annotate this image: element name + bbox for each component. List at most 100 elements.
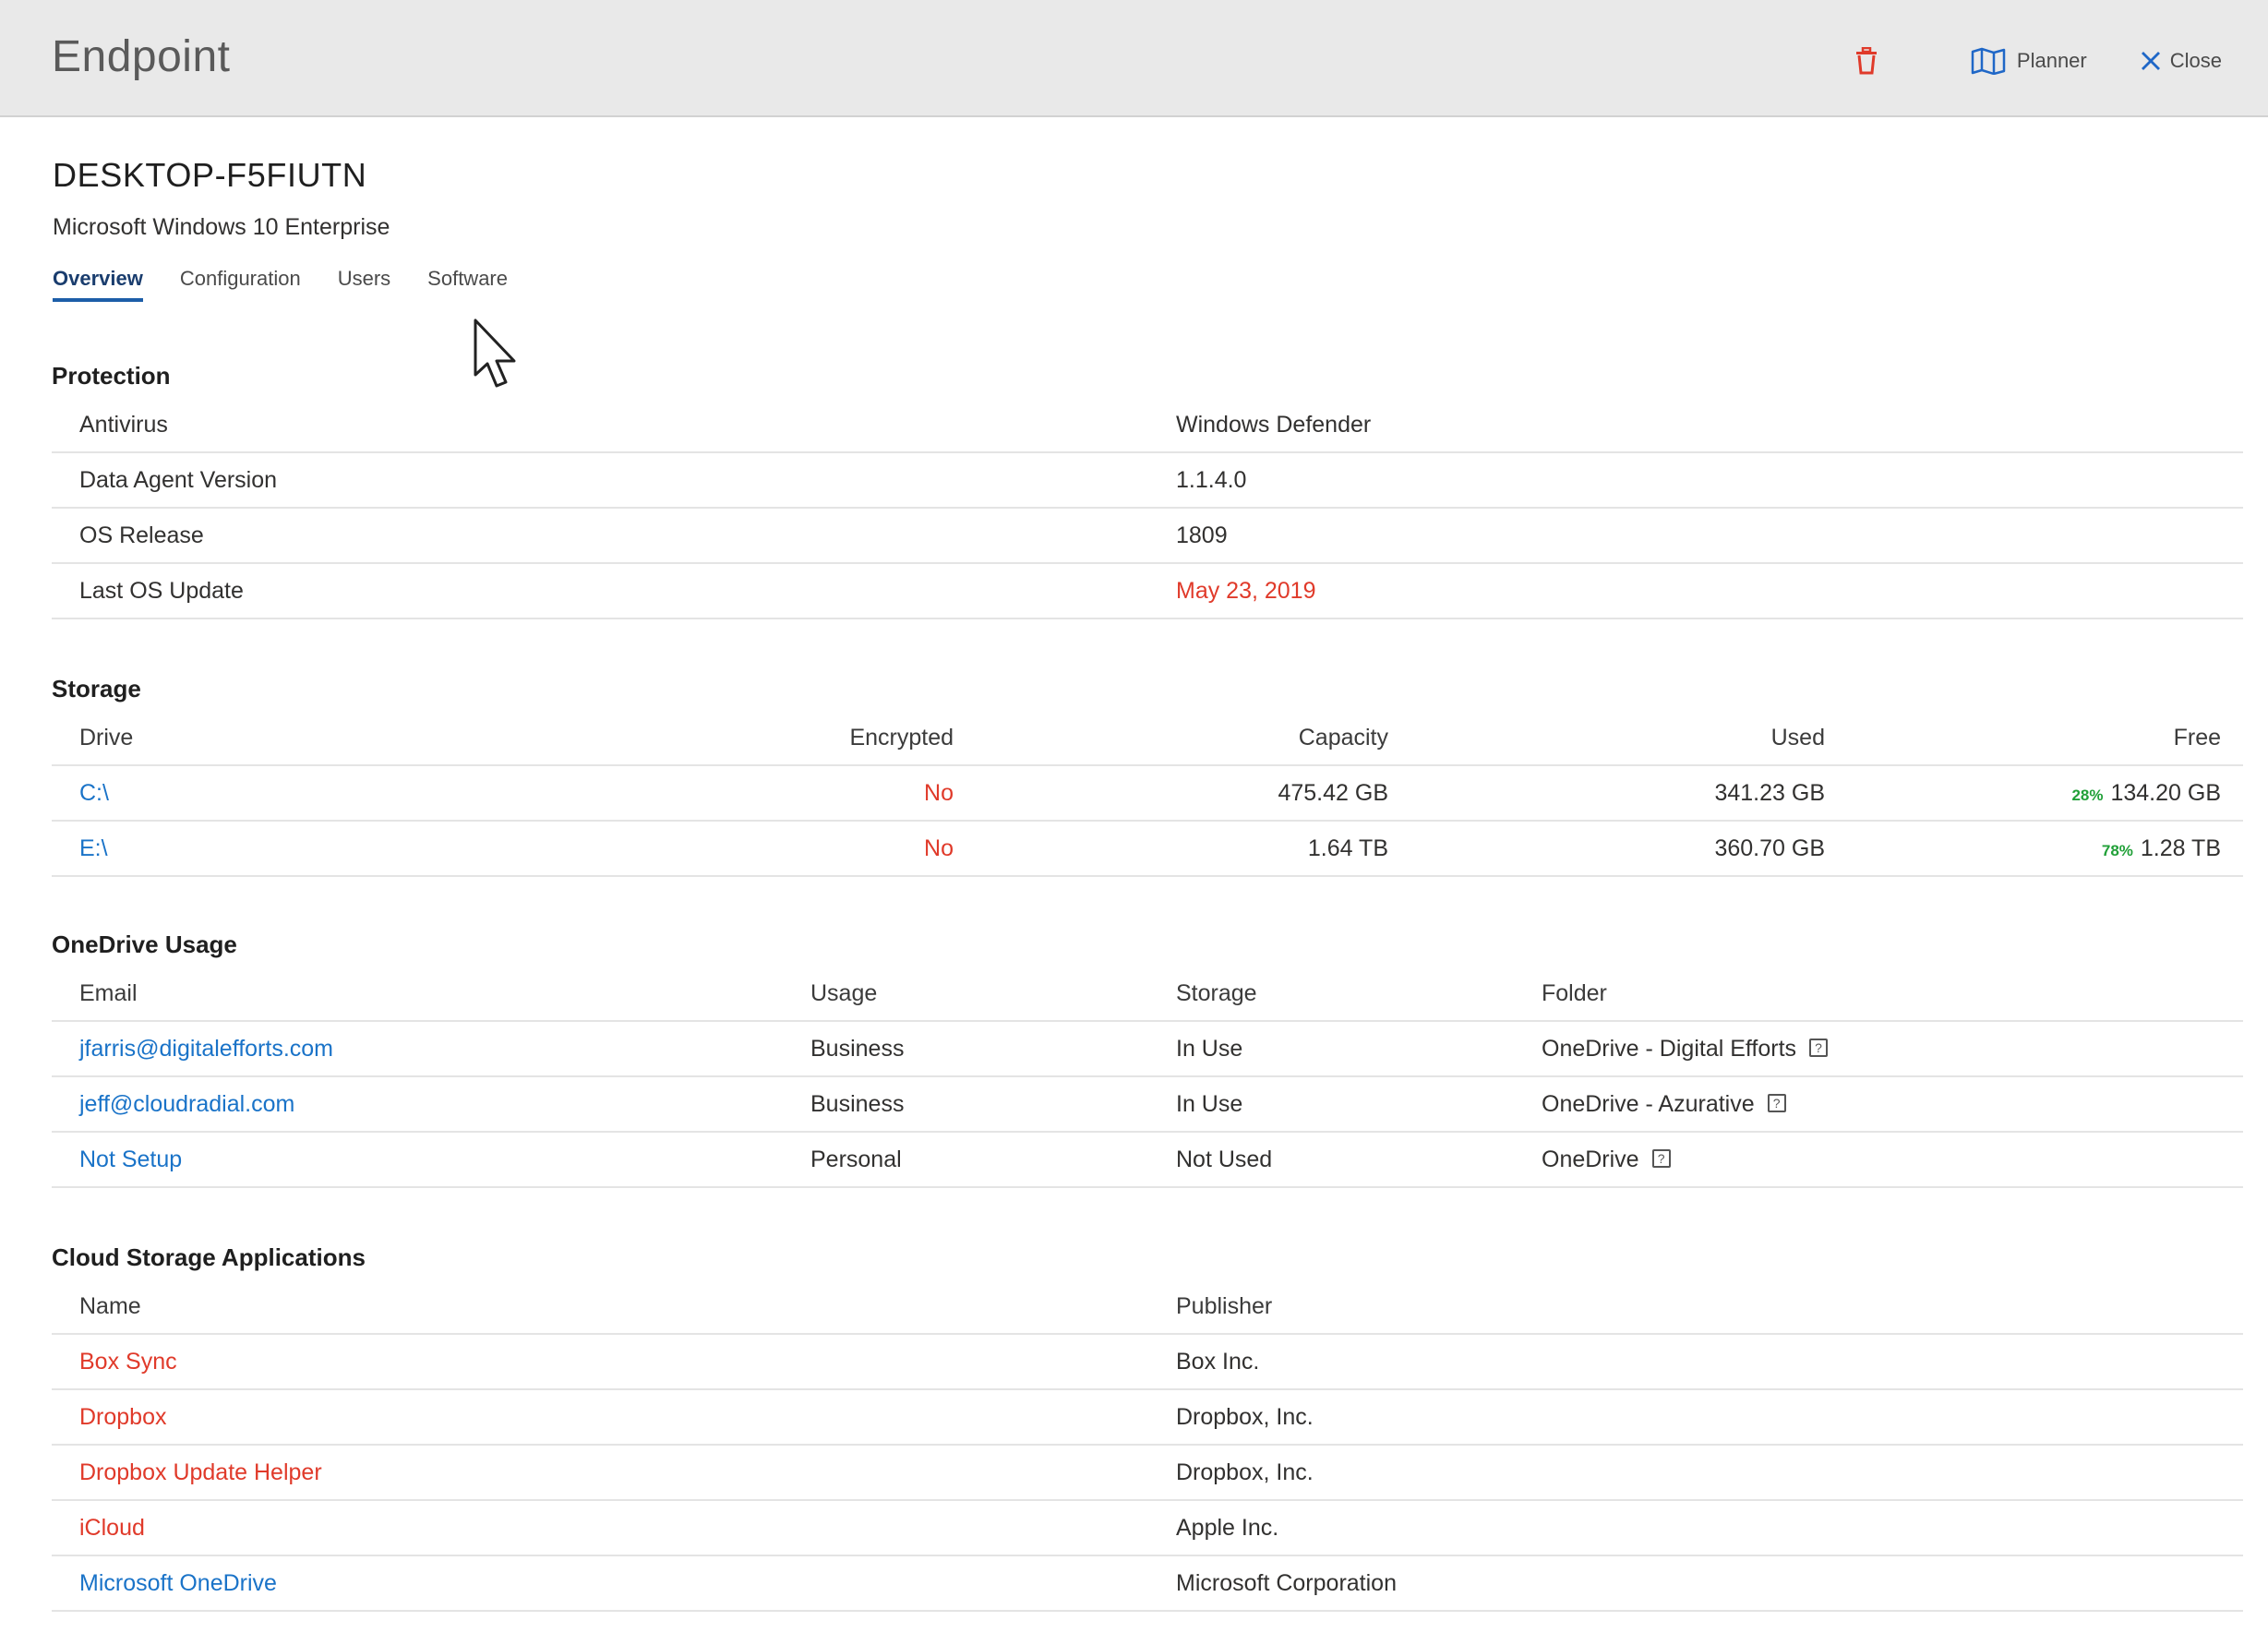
- planner-label: Planner: [2016, 49, 2087, 72]
- col-usage: Usage: [810, 980, 878, 1006]
- onedrive-title: OneDrive Usage: [52, 931, 237, 958]
- storage-section: Storage Drive Encrypted Capacity Used Fr…: [52, 666, 2243, 877]
- email-link[interactable]: jeff@cloudradial.com: [79, 1091, 295, 1117]
- used-value: 341.23 GB: [1714, 780, 1825, 806]
- cloud-apps-section: Cloud Storage Applications Name Publishe…: [52, 1235, 2243, 1612]
- col-publisher: Publisher: [1176, 1293, 1273, 1319]
- row-value: 1.1.4.0: [1176, 467, 1247, 493]
- publisher-value: Dropbox, Inc.: [1176, 1459, 1314, 1485]
- usage-value: Business: [810, 1091, 905, 1117]
- col-name: Name: [79, 1293, 141, 1319]
- free-value: 78% 1.28 TB: [2102, 822, 2221, 875]
- planner-button[interactable]: Planner: [1971, 47, 2087, 75]
- folder-name: OneDrive: [1542, 1147, 1639, 1172]
- col-capacity: Capacity: [1298, 725, 1388, 750]
- free-amount: 134.20 GB: [2110, 780, 2221, 806]
- encrypted-value: No: [924, 835, 954, 861]
- close-button[interactable]: Close: [2141, 49, 2222, 73]
- storage-value: Not Used: [1176, 1147, 1273, 1172]
- last-update-value: May 23, 2019: [1176, 578, 1316, 604]
- cloud-app-row: Dropbox Dropbox, Inc.: [52, 1390, 2243, 1446]
- col-used: Used: [1770, 725, 1825, 750]
- panel-title: Endpoint: [52, 32, 231, 81]
- trash-icon: [1855, 47, 1877, 75]
- row-value: Windows Defender: [1176, 412, 1372, 438]
- delete-button[interactable]: [1854, 47, 1878, 75]
- app-name-link[interactable]: Dropbox Update Helper: [79, 1459, 322, 1485]
- tab-users[interactable]: Users: [337, 267, 391, 290]
- capacity-value: 475.42 GB: [1278, 780, 1388, 806]
- col-storage: Storage: [1176, 980, 1257, 1006]
- cloud-apps-title: Cloud Storage Applications: [52, 1243, 366, 1271]
- cloud-app-row: Microsoft OneDrive Microsoft Corporation: [52, 1556, 2243, 1612]
- device-name: DESKTOP-F5FIUTN: [53, 156, 367, 194]
- publisher-value: Apple Inc.: [1176, 1515, 1279, 1541]
- row-label: Last OS Update: [79, 578, 244, 604]
- encrypted-value: No: [924, 780, 954, 806]
- cloud-app-row: Box Sync Box Inc.: [52, 1335, 2243, 1390]
- free-value: 28% 134.20 GB: [2071, 766, 2221, 820]
- storage-value: In Use: [1176, 1091, 1243, 1117]
- col-email: Email: [79, 980, 138, 1006]
- help-icon[interactable]: ?: [1809, 1039, 1829, 1058]
- row-label: OS Release: [79, 522, 204, 548]
- drive-link[interactable]: E:\: [79, 835, 108, 861]
- email-link[interactable]: jfarris@digitalefforts.com: [79, 1036, 333, 1062]
- usage-value: Personal: [810, 1147, 902, 1172]
- publisher-value: Box Inc.: [1176, 1349, 1260, 1375]
- row-label: Antivirus: [79, 412, 168, 438]
- onedrive-header-row: Email Usage Storage Folder: [52, 967, 2243, 1022]
- folder-value: OneDrive - Digital Efforts?: [1542, 1022, 1829, 1075]
- close-icon: [2141, 52, 2160, 70]
- tab-overview[interactable]: Overview: [53, 267, 143, 302]
- used-value: 360.70 GB: [1714, 835, 1825, 861]
- protection-row-last-update: Last OS Update May 23, 2019: [52, 564, 2243, 619]
- folder-value: OneDrive?: [1542, 1133, 1671, 1186]
- header-actions: Planner Close: [1854, 41, 2222, 81]
- map-icon: [1971, 47, 2006, 75]
- onedrive-row: jeff@cloudradial.com Business In Use One…: [52, 1077, 2243, 1133]
- row-value: 1809: [1176, 522, 1228, 548]
- free-percent: 28%: [2071, 786, 2104, 804]
- email-link[interactable]: Not Setup: [79, 1147, 183, 1172]
- protection-row-agent-version: Data Agent Version 1.1.4.0: [52, 453, 2243, 509]
- app-name-link[interactable]: Microsoft OneDrive: [79, 1570, 277, 1596]
- help-icon[interactable]: ?: [1767, 1094, 1786, 1113]
- publisher-value: Microsoft Corporation: [1176, 1570, 1397, 1596]
- app-name-link[interactable]: Box Sync: [79, 1349, 177, 1375]
- device-os: Microsoft Windows 10 Enterprise: [53, 214, 390, 240]
- onedrive-section: OneDrive Usage Email Usage Storage Folde…: [52, 922, 2243, 1188]
- tab-software[interactable]: Software: [427, 267, 508, 290]
- capacity-value: 1.64 TB: [1307, 835, 1388, 861]
- publisher-value: Dropbox, Inc.: [1176, 1404, 1314, 1430]
- mouse-pointer-icon: [474, 318, 516, 388]
- cloud-apps-header-row: Name Publisher: [52, 1279, 2243, 1335]
- tab-bar: Overview Configuration Users Software: [53, 267, 545, 302]
- storage-row-e: E:\ No 1.64 TB 360.70 GB 78% 1.28 TB: [52, 822, 2243, 877]
- drive-link[interactable]: C:\: [79, 780, 109, 806]
- cloud-app-row: Dropbox Update Helper Dropbox, Inc.: [52, 1446, 2243, 1501]
- panel-header: Endpoint Planner Close: [0, 0, 2268, 117]
- col-free: Free: [2173, 725, 2221, 750]
- close-label: Close: [2169, 49, 2222, 72]
- protection-section: Protection Antivirus Windows Defender Da…: [52, 354, 2243, 619]
- col-drive: Drive: [79, 725, 134, 750]
- storage-header-row: Drive Encrypted Capacity Used Free: [52, 711, 2243, 766]
- col-encrypted: Encrypted: [849, 725, 954, 750]
- app-name-link[interactable]: iCloud: [79, 1515, 145, 1541]
- usage-value: Business: [810, 1036, 905, 1062]
- onedrive-row: Not Setup Personal Not Used OneDrive?: [52, 1133, 2243, 1188]
- storage-title: Storage: [52, 675, 141, 702]
- app-name-link[interactable]: Dropbox: [79, 1404, 167, 1430]
- protection-title: Protection: [52, 362, 171, 390]
- folder-name: OneDrive - Azurative: [1542, 1091, 1755, 1117]
- protection-row-antivirus: Antivirus Windows Defender: [52, 398, 2243, 453]
- help-icon[interactable]: ?: [1651, 1149, 1671, 1169]
- storage-value: In Use: [1176, 1036, 1243, 1062]
- onedrive-row: jfarris@digitalefforts.com Business In U…: [52, 1022, 2243, 1077]
- free-amount: 1.28 TB: [2140, 835, 2221, 861]
- row-label: Data Agent Version: [79, 467, 278, 493]
- cloud-app-row: iCloud Apple Inc.: [52, 1501, 2243, 1556]
- tab-configuration[interactable]: Configuration: [179, 267, 301, 290]
- protection-row-os-release: OS Release 1809: [52, 509, 2243, 564]
